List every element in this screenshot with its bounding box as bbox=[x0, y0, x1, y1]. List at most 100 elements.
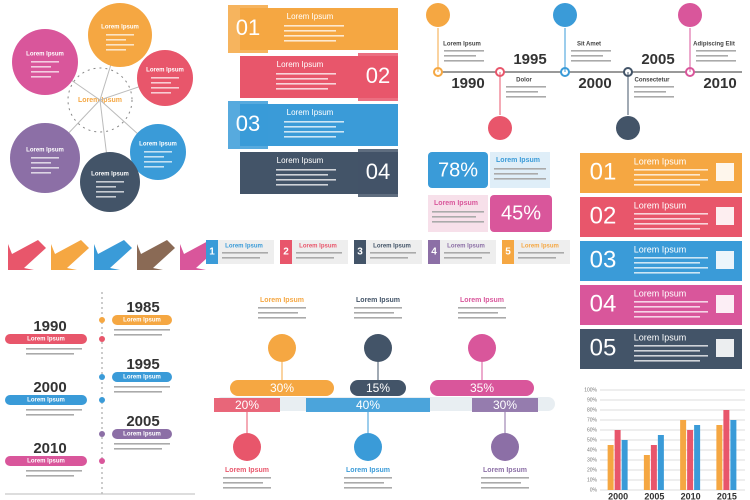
filler-text bbox=[634, 169, 708, 171]
banner-number-box bbox=[228, 5, 268, 53]
step-tab bbox=[428, 240, 440, 264]
filler-text bbox=[481, 487, 529, 489]
x-tick-label: 2015 bbox=[717, 491, 737, 500]
filler-text bbox=[370, 252, 416, 254]
banner-number-box bbox=[358, 53, 398, 101]
y-tick-label: 90% bbox=[587, 397, 598, 403]
filler-text bbox=[258, 307, 306, 309]
arrow bbox=[94, 240, 132, 270]
filler-text bbox=[114, 443, 170, 445]
process-segment bbox=[230, 380, 334, 396]
filler-text bbox=[284, 25, 344, 27]
label: Lorem Ipsum bbox=[139, 142, 177, 148]
filler-text bbox=[284, 131, 344, 133]
filler-text bbox=[144, 151, 172, 153]
filler-text bbox=[634, 355, 708, 357]
filler-text bbox=[151, 92, 171, 94]
filler-text bbox=[284, 126, 336, 128]
label: Lorem Ipsum bbox=[101, 25, 139, 31]
filler-text bbox=[106, 49, 126, 51]
x-tick-label: 2005 bbox=[644, 491, 664, 500]
process-icon bbox=[268, 334, 296, 362]
filler-text bbox=[634, 272, 700, 274]
process-segment bbox=[214, 398, 280, 412]
vt-bar bbox=[5, 334, 87, 344]
y-tick-label: 60% bbox=[587, 427, 598, 433]
process-icon bbox=[364, 334, 392, 362]
bar bbox=[723, 410, 730, 490]
filler-text bbox=[518, 252, 564, 254]
option-row bbox=[580, 241, 742, 281]
filler-text bbox=[222, 252, 268, 254]
filler-text bbox=[114, 386, 170, 388]
dotted-ring bbox=[67, 67, 133, 133]
label: 30% bbox=[270, 381, 294, 395]
filler-text bbox=[444, 257, 482, 259]
label: Lorem Ipsum bbox=[634, 244, 687, 254]
filler-text bbox=[276, 73, 336, 75]
filler-text bbox=[144, 166, 164, 168]
filler-text bbox=[31, 162, 51, 164]
label: 15% bbox=[366, 381, 390, 395]
filler-text bbox=[26, 409, 82, 411]
filler-text bbox=[276, 78, 328, 80]
bar bbox=[614, 430, 621, 490]
label: 01 bbox=[590, 158, 617, 185]
label: 2005 bbox=[126, 413, 159, 430]
filler-text bbox=[634, 184, 700, 186]
y-tick-label: 50% bbox=[587, 437, 598, 443]
filler-text bbox=[634, 316, 700, 318]
filler-text bbox=[506, 91, 538, 93]
filler-text bbox=[444, 252, 490, 254]
filler-text bbox=[26, 414, 74, 416]
label: Lorem Ipsum bbox=[521, 244, 559, 250]
filler-text bbox=[506, 96, 546, 98]
filler-text bbox=[26, 353, 74, 355]
filler-text bbox=[31, 167, 59, 169]
label: Lorem Ipsum bbox=[91, 172, 129, 178]
filler-text bbox=[344, 487, 392, 489]
filler-text bbox=[284, 121, 344, 123]
label: 45% bbox=[501, 202, 541, 224]
filler-text bbox=[354, 317, 402, 319]
label: Lorem Ipsum bbox=[434, 200, 478, 207]
filler-text bbox=[444, 50, 484, 52]
bar bbox=[650, 445, 657, 490]
label: Lorem Ipsum bbox=[26, 148, 64, 154]
label: Lorem Ipsum bbox=[299, 244, 337, 250]
filler-text bbox=[634, 301, 708, 303]
label: Lorem Ipsum bbox=[634, 200, 687, 210]
process-segment bbox=[350, 380, 406, 396]
label: Lorem Ipsum bbox=[260, 297, 304, 304]
filler-text bbox=[481, 482, 521, 484]
filler-text bbox=[26, 348, 82, 350]
label: Lorem Ipsum bbox=[225, 244, 263, 250]
y-tick-label: 100% bbox=[584, 387, 597, 393]
filler-text bbox=[96, 191, 124, 193]
bar bbox=[607, 445, 614, 490]
label: Lorem Ipsum bbox=[373, 244, 411, 250]
filler-text bbox=[114, 391, 162, 393]
filler-text bbox=[634, 360, 700, 362]
filler-text bbox=[151, 77, 179, 79]
filler-text bbox=[144, 161, 172, 163]
label: 2005 bbox=[641, 51, 674, 68]
filler-text bbox=[506, 86, 546, 88]
process-segment bbox=[306, 398, 430, 412]
filler-text bbox=[114, 329, 170, 331]
bar bbox=[643, 455, 650, 490]
filler-text bbox=[31, 71, 59, 73]
label: Lorem Ipsum bbox=[356, 297, 400, 304]
vt-bar bbox=[112, 315, 172, 325]
filler-text bbox=[634, 311, 708, 313]
label: Lorem Ipsum bbox=[443, 42, 481, 48]
filler-text bbox=[494, 178, 546, 180]
x-tick-label: 2000 bbox=[608, 491, 628, 500]
filler-text bbox=[31, 61, 59, 63]
y-tick-label: 0% bbox=[590, 487, 598, 493]
vt-dot bbox=[99, 458, 105, 464]
filler-text bbox=[458, 312, 498, 314]
filler-text bbox=[276, 179, 336, 181]
option-icon bbox=[716, 207, 734, 225]
